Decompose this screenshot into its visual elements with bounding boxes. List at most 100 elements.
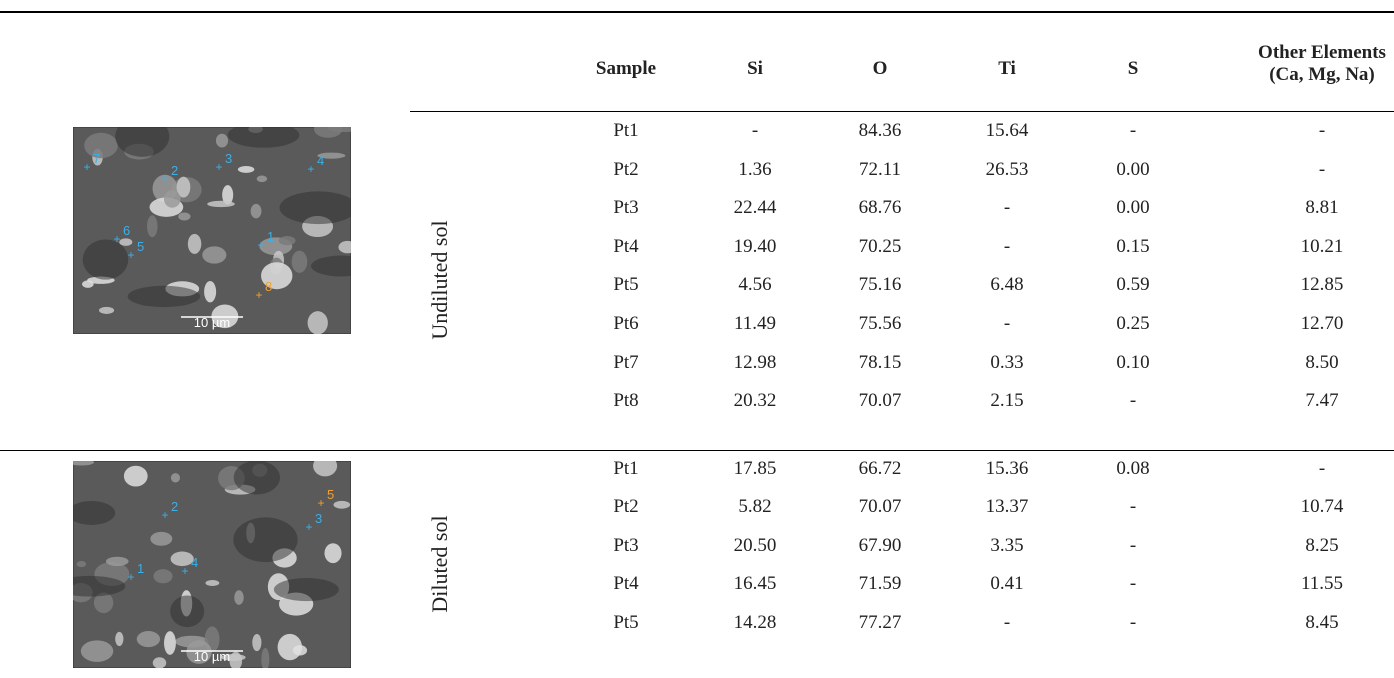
cell: 11.55 [1300,573,1344,595]
scale-label: 10 µm [194,649,230,664]
particle [307,311,328,334]
shadow [233,517,298,563]
cell: 68.76 [858,197,902,219]
column-header: S [1127,58,1139,79]
particle [170,473,181,483]
point-marker: + [255,288,262,302]
particle [202,246,227,264]
particle [261,647,270,668]
top-rule [0,11,1394,13]
point-label: 1 [137,561,144,576]
cell: 12.85 [1300,274,1344,296]
cell: Pt8 [613,390,639,412]
point-label: 1 [267,229,274,244]
cell: 10.74 [1300,496,1344,518]
cell: 77.27 [858,611,902,633]
point-marker: + [127,248,134,262]
particle [150,531,173,546]
cell: - [1129,496,1137,518]
particle [313,461,338,477]
point-label: 5 [327,487,334,502]
cell: 75.56 [858,313,902,334]
particle [291,250,308,273]
cell: 4.56 [738,274,772,296]
cell: Pt2 [613,158,639,180]
point-marker: + [215,160,222,174]
particle [207,200,235,208]
shadow [273,578,339,602]
cell: 71.59 [858,573,902,595]
column-header: Si [747,58,763,79]
point-marker: + [161,508,168,522]
particle [153,569,173,584]
particle [164,631,176,655]
group-label: Diluted sol [427,515,452,613]
cell: 0.41 [990,573,1024,595]
cell: - [1003,611,1011,633]
cell: Pt3 [613,534,639,556]
cell: 12.98 [733,351,777,373]
group-label: Undiluted sol [427,220,452,340]
cell: 26.53 [985,158,1029,180]
point-marker: + [127,570,134,584]
point-marker: + [83,160,90,174]
particle [277,633,303,661]
cell: 8.50 [1305,351,1339,373]
cell: Pt1 [613,458,639,479]
particle [324,543,342,564]
cell: 0.33 [990,351,1024,373]
point-label: 3 [225,151,232,166]
cell: - [1129,534,1137,556]
shadow [115,127,170,157]
point-marker: + [257,238,264,252]
group-rule [0,450,1394,451]
particle [229,651,243,668]
cell: 20.50 [733,534,777,556]
particle [176,176,191,198]
cell: 5.82 [738,496,772,518]
point-label: 8 [265,279,272,294]
cell: - [1003,313,1011,334]
cell: - [1318,120,1326,141]
point-marker: + [317,496,324,510]
shadow [170,595,205,628]
cell: 0.00 [1116,158,1150,180]
particle [136,631,161,648]
cell: 19.40 [733,235,777,257]
header-rule [410,111,1394,112]
particle [252,633,262,652]
column-header: Ti [998,58,1016,79]
cell: 72.11 [858,158,902,180]
cell: - [1318,458,1326,479]
cell: - [1129,573,1137,595]
particle [187,233,202,254]
particle [119,238,133,246]
particle [163,190,181,208]
cell: Pt5 [613,611,639,633]
column-header: Sample [595,58,657,79]
point-label: 6 [123,223,130,238]
particle [317,152,346,159]
particle [215,133,229,148]
particle [147,215,158,238]
shadow [227,127,300,148]
cell: Pt6 [613,313,639,334]
particle [178,212,191,221]
sem-image: 10 µm+1+2 +3+4+5+6+7+8 [73,127,351,334]
point-label: 2 [171,163,178,178]
shadow [311,255,351,277]
cell: 70.07 [858,390,902,412]
cell: 22.44 [733,197,777,219]
cell: 8.45 [1305,611,1339,633]
point-marker: + [161,172,168,186]
shadow [127,285,201,308]
cell: - [1003,197,1011,219]
cell: 78.15 [858,351,902,373]
column-header: Other Elements (Ca, Mg, Na) [1258,42,1386,85]
point-label: 7 [93,151,100,166]
point-marker: + [113,232,120,246]
cell: 0.10 [1116,351,1150,373]
particle [105,556,129,567]
point-label: 4 [317,153,324,168]
